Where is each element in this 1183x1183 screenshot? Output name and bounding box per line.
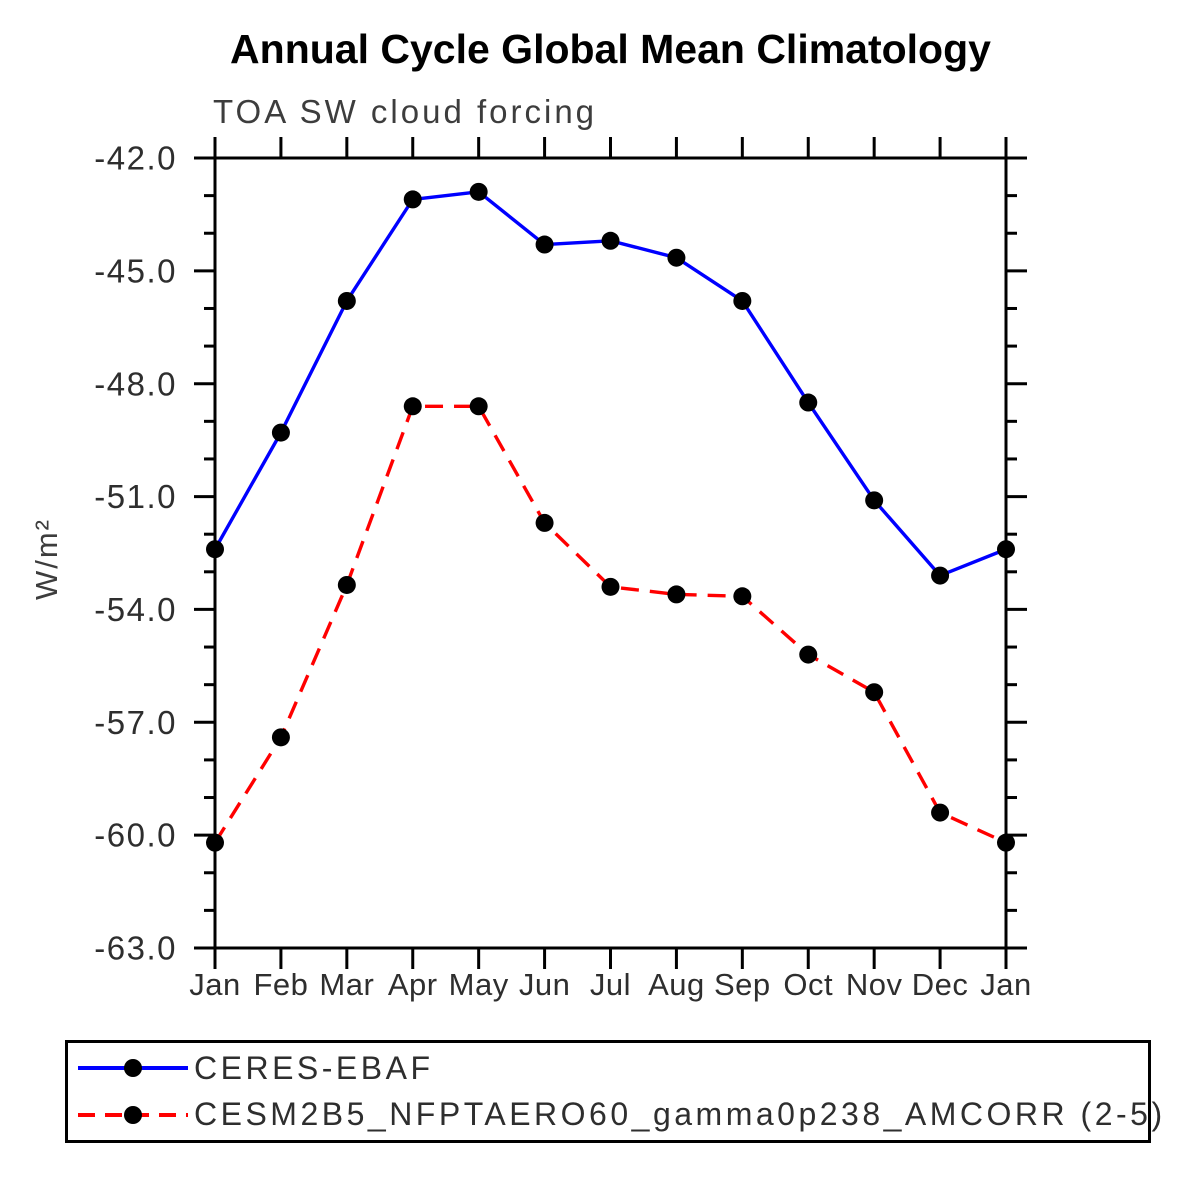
data-point: [733, 291, 752, 310]
x-tick-label: Apr: [388, 967, 438, 1002]
legend-marker-dot-icon: [124, 1059, 142, 1078]
data-point: [931, 803, 950, 822]
data-point: [337, 575, 356, 594]
data-point: [535, 513, 554, 532]
data-point: [667, 585, 686, 604]
legend-label-ceres: CERES-EBAF: [194, 1049, 434, 1086]
data-point: [601, 577, 620, 596]
y-tick-label: -57.0: [94, 704, 177, 741]
legend-entry-ceres: CERES-EBAF: [74, 1046, 1148, 1090]
data-point: [799, 645, 818, 664]
x-tick-label: Oct: [783, 967, 833, 1002]
data-point: [865, 491, 884, 510]
data-point: [403, 397, 422, 416]
y-tick-label: -60.0: [94, 817, 177, 854]
data-point: [337, 291, 356, 310]
chart-title: Annual Cycle Global Mean Climatology: [230, 26, 991, 72]
x-tick-label: Jan: [980, 967, 1031, 1002]
data-point: [997, 833, 1015, 852]
x-tick-label: Jun: [519, 967, 570, 1002]
data-point: [733, 587, 752, 606]
series-line: [213, 404, 1007, 845]
data-point: [865, 683, 884, 702]
y-tick-label: -48.0: [94, 365, 177, 402]
chart-subtitle: TOA SW cloud forcing: [213, 93, 598, 130]
data-point: [601, 231, 620, 250]
y-tick-label: -63.0: [94, 930, 177, 967]
data-point: [997, 540, 1015, 559]
data-point: [271, 423, 290, 442]
x-tick-label: Mar: [319, 967, 374, 1002]
legend-label-cesm: CESM2B5_NFPTAERO60_gamma0p238_AMCORR (2-…: [194, 1096, 1166, 1133]
y-tick-label: -51.0: [94, 478, 177, 515]
legend: CERES-EBAF CESM2B5_NFPTAERO60_gamma0p238…: [65, 1040, 1162, 1143]
legend-marker-dot-icon: [124, 1105, 142, 1124]
x-tick-label: Dec: [912, 967, 969, 1002]
legend-entry-cesm: CESM2B5_NFPTAERO60_gamma0p238_AMCORR (2-…: [74, 1093, 1162, 1137]
legend-line-sample-dashed: [78, 1105, 188, 1124]
x-tick-label: Feb: [253, 967, 308, 1002]
data-point: [667, 248, 686, 267]
data-point: [403, 190, 422, 209]
x-tick-label: Nov: [846, 967, 903, 1002]
x-tick-label: Jan: [189, 967, 240, 1002]
y-tick-label: -42.0: [94, 140, 177, 177]
data-point: [206, 540, 224, 559]
data-point: [799, 393, 818, 412]
legend-line-sample-solid: [78, 1059, 188, 1078]
x-tick-label: Sep: [714, 967, 771, 1002]
axis-box: [213, 156, 1008, 950]
x-tick-label: Aug: [648, 967, 705, 1002]
data-point: [271, 728, 290, 747]
data-point: [535, 235, 554, 254]
x-tick-label: May: [449, 967, 509, 1002]
data-point: [931, 566, 950, 585]
data-point: [469, 397, 488, 416]
y-tick-label: -45.0: [94, 252, 177, 289]
x-tick-label: Jul: [590, 967, 631, 1002]
y-tick-label: -54.0: [94, 591, 177, 628]
data-point: [469, 182, 488, 201]
data-point: [206, 833, 224, 852]
